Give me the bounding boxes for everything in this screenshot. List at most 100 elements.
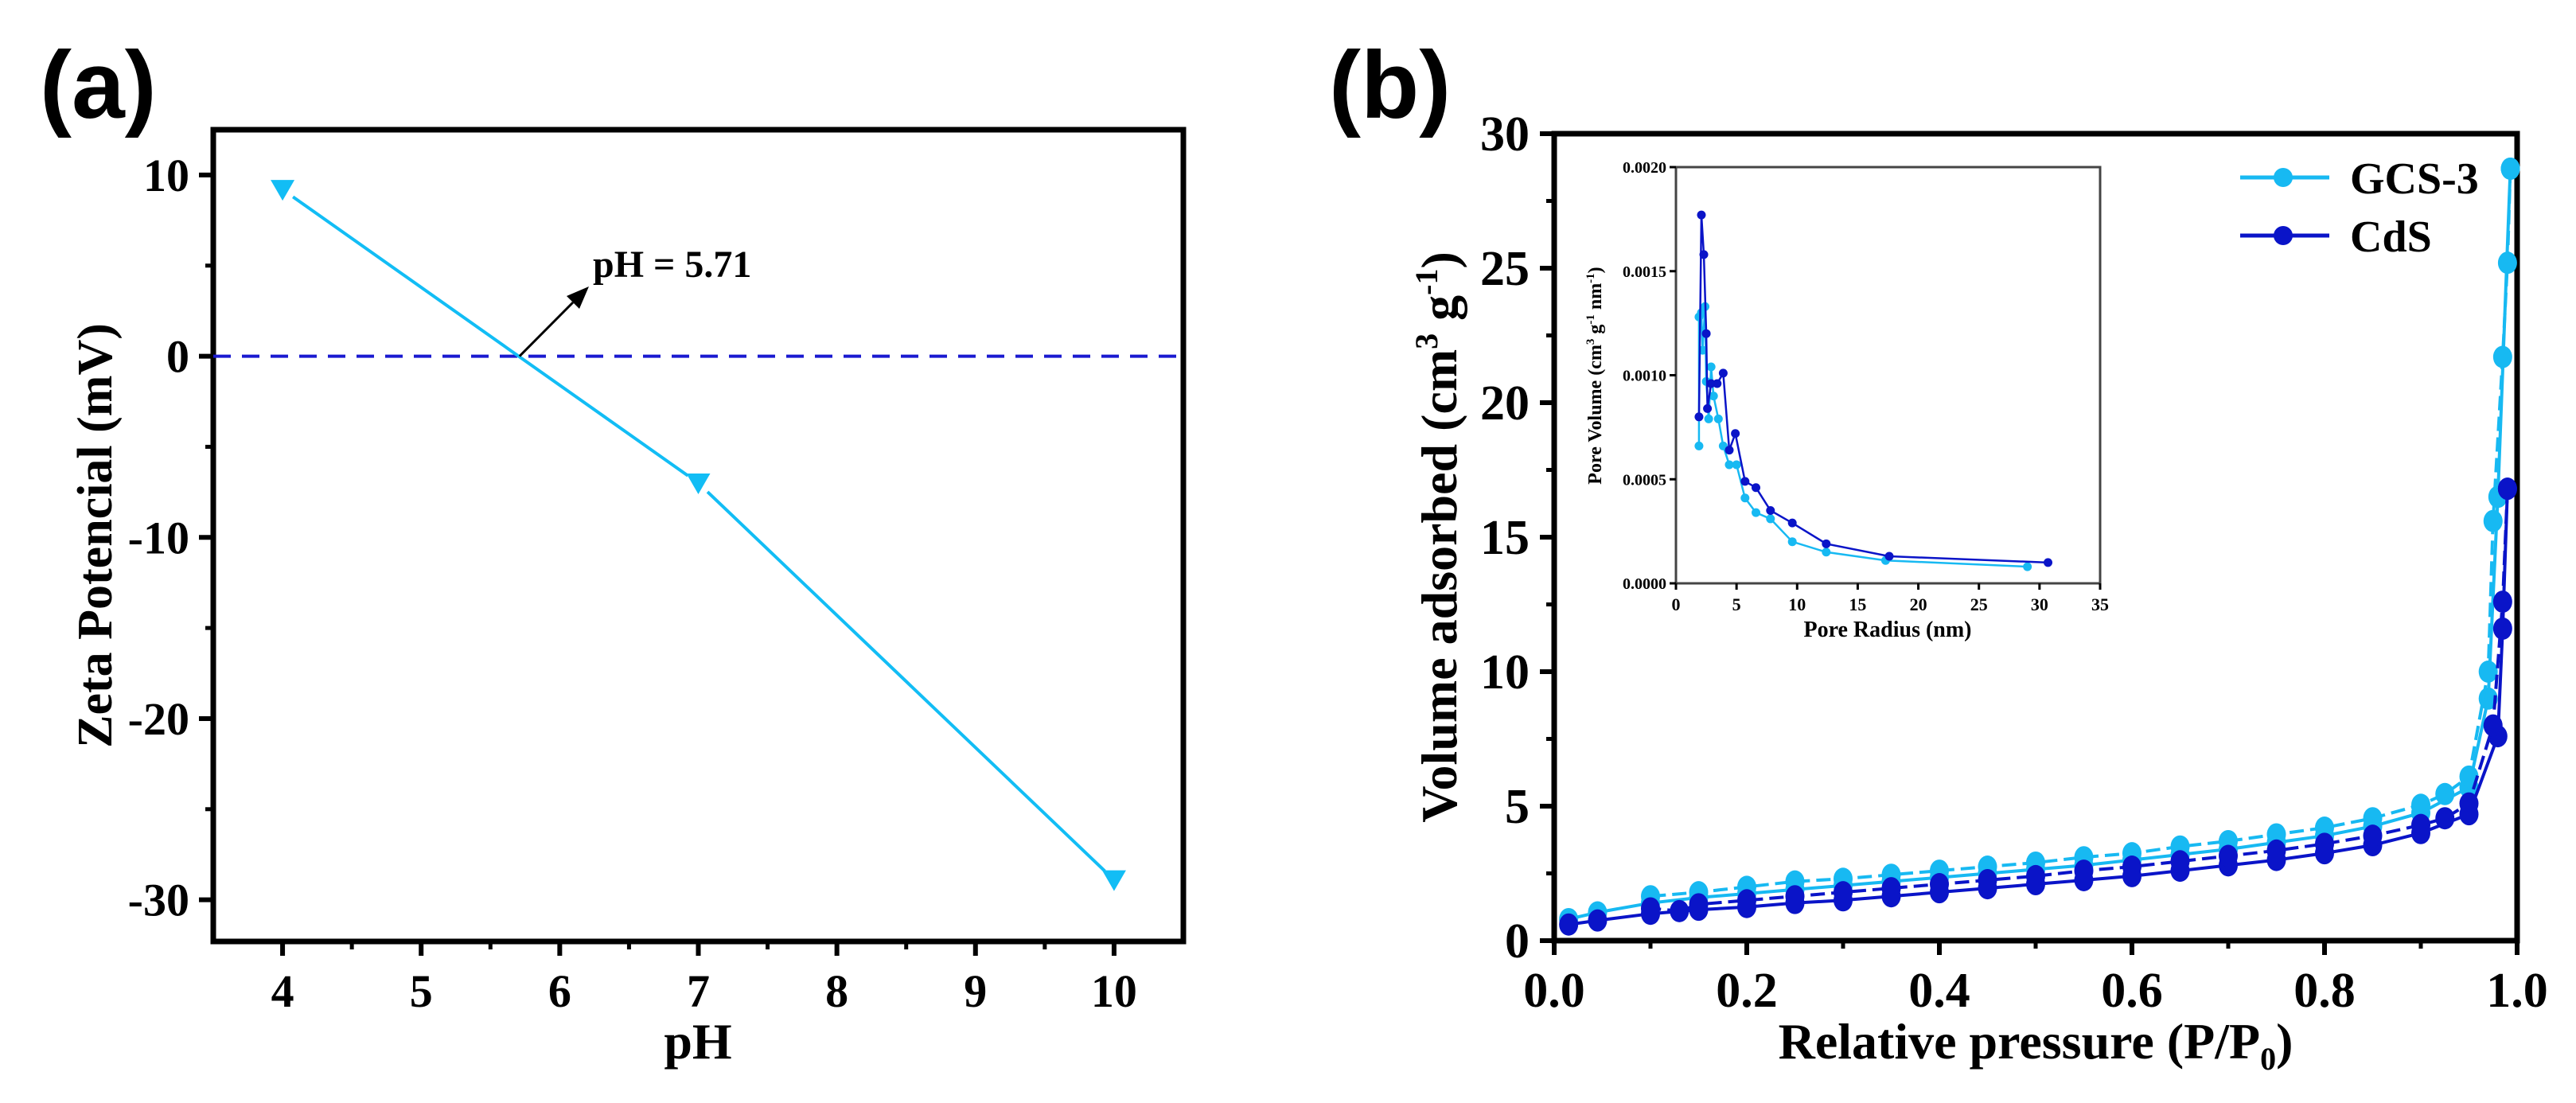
y-tick-label: -30 xyxy=(128,875,189,926)
inset-x-tick-label: 0 xyxy=(1672,594,1681,614)
series-line-segment xyxy=(706,490,1106,872)
isotherm-marker-cds xyxy=(2363,824,2383,848)
inset-x-tick-label: 25 xyxy=(1970,594,1988,614)
isotherm-marker-gcs-3 xyxy=(2500,157,2520,180)
panel-b-series xyxy=(1559,157,2520,936)
inset-marker-gcs-3 xyxy=(1787,537,1797,547)
isotherm-marker-gcs-3 xyxy=(2497,251,2517,275)
panel-b-label: (b) xyxy=(1329,32,1451,138)
inset-marker-cds xyxy=(1697,210,1706,220)
x-tick-label: 0.0 xyxy=(1523,964,1585,1018)
isotherm-marker-cds xyxy=(2497,477,2517,501)
x-tick-label: 0.6 xyxy=(2101,964,2163,1018)
inset-y-tick-label: 0.0020 xyxy=(1623,159,1666,177)
isotherm-marker-cds xyxy=(2266,839,2286,862)
y-tick-label: 10 xyxy=(1480,645,1530,700)
inset-x-tick-label: 20 xyxy=(1910,594,1927,614)
isotherm-marker-gcs-3 xyxy=(2459,765,2479,788)
inset-y-tick-label: 0.0005 xyxy=(1623,471,1666,489)
isotherm-marker-cds xyxy=(2315,832,2334,856)
isotherm-marker-cds xyxy=(2170,850,2190,873)
isotherm-marker-cds xyxy=(1930,873,1949,896)
inset-marker-gcs-3 xyxy=(1740,493,1750,503)
legend-marker-cds-icon xyxy=(2274,226,2293,245)
inset-frame xyxy=(1674,166,2102,585)
inset-marker-cds xyxy=(1822,539,1831,548)
inset-marker-gcs-3 xyxy=(1822,548,1831,557)
inset-series xyxy=(1694,210,2053,571)
legend: GCS-3 CdS xyxy=(2240,154,2479,262)
isotherm-marker-cds xyxy=(2074,859,2094,883)
inset-marker-cds xyxy=(1731,429,1740,438)
ylabel-superscript: 3 xyxy=(1409,333,1444,349)
inset-pore-distribution: 0 5 10 15 20 25 30 35 0.0000 0.0005 0.0010 0.0015 0.… xyxy=(1584,159,2109,642)
isotherm-marker-cds xyxy=(1670,899,1689,922)
inset-y-tick-label: 0.0000 xyxy=(1623,575,1666,593)
inset-x-tick-label: 15 xyxy=(1849,594,1866,614)
y-tick-label: 25 xyxy=(1480,242,1530,296)
y-tick-label: 0 xyxy=(166,331,189,383)
inset-marker-cds xyxy=(1713,379,1722,388)
down-triangle-marker-icon xyxy=(686,473,711,494)
inset-marker-cds xyxy=(1718,368,1728,378)
x-tick-label: 1.0 xyxy=(2486,964,2548,1018)
inset-ylabel-part: nm xyxy=(1585,283,1606,314)
inset-x-axis-title: Pore Radius (nm) xyxy=(1803,618,1971,642)
isotherm-line-gcs-3 xyxy=(1650,168,2512,898)
inset-marker-gcs-3 xyxy=(1732,460,1741,470)
inset-ylabel-part: Pore Volume (cm xyxy=(1585,345,1606,485)
isotherm-marker-cds xyxy=(1834,881,1853,904)
inset-marker-cds xyxy=(2044,558,2053,567)
ylabel-part: g xyxy=(1411,295,1467,333)
inset-marker-cds xyxy=(1884,552,1894,561)
inset-y-tick-label: 0.0015 xyxy=(1623,263,1666,281)
x-tick-label: 0.8 xyxy=(2293,964,2356,1018)
ylabel-part: Volume adsorbed (cm xyxy=(1411,349,1467,823)
inset-marker-cds xyxy=(1706,379,1716,388)
inset-x-tick-label: 30 xyxy=(2031,594,2048,614)
isotherm-marker-cds xyxy=(2122,856,2141,879)
y-tick-label: -20 xyxy=(128,693,189,745)
y-tick-label: 20 xyxy=(1480,376,1530,431)
y-tick-label: 30 xyxy=(1480,107,1530,162)
isotherm-marker-gcs-3 xyxy=(2266,823,2286,846)
x-tick-label: 7 xyxy=(687,965,710,1017)
x-tick-label: 9 xyxy=(964,965,987,1017)
isotherm-marker-cds xyxy=(1737,889,1756,912)
inset-marker-gcs-3 xyxy=(1713,414,1723,423)
isotherm-marker-cds xyxy=(2411,813,2430,836)
inset-marker-cds xyxy=(1724,446,1734,455)
inset-y-axis-title: Pore Volume (cm3 g-1 nm-1) xyxy=(1584,267,1606,484)
isotherm-marker-gcs-3 xyxy=(2478,661,2498,683)
isotherm-marker-cds xyxy=(2026,864,2045,887)
inset-y-tick-label: 0.0010 xyxy=(1623,368,1666,385)
down-triangle-marker-icon xyxy=(271,180,295,201)
inset-marker-cds xyxy=(1701,329,1711,338)
ylabel-part: ) xyxy=(1411,251,1467,268)
annotation-arrow xyxy=(518,301,575,357)
inset-ylabel-superscript: 3 xyxy=(1584,339,1597,345)
isotherm-marker-gcs-3 xyxy=(2363,807,2383,830)
inset-marker-gcs-3 xyxy=(2023,562,2032,571)
isotherm-marker-cds xyxy=(1689,893,1709,916)
inset-marker-gcs-3 xyxy=(1724,460,1734,470)
panel-a-label: (a) xyxy=(40,32,157,138)
inset-marker-gcs-3 xyxy=(1694,441,1704,450)
isotherm-marker-cds xyxy=(1881,877,1901,900)
series-line-segment xyxy=(291,195,689,477)
inset-marker-gcs-3 xyxy=(1752,508,1761,517)
inset-marker-gcs-3 xyxy=(1709,392,1718,401)
xlabel-part: ) xyxy=(2276,1013,2293,1070)
inset-marker-cds xyxy=(1694,412,1704,422)
inset-marker-cds xyxy=(1787,518,1797,528)
isotherm-marker-gcs-3 xyxy=(2315,817,2334,840)
panel-b-y-axis-title: Volume adsorbed (cm3 g-1) xyxy=(1409,251,1467,823)
x-tick-label: 8 xyxy=(825,965,848,1017)
inset-marker-gcs-3 xyxy=(1706,362,1716,372)
isotherm-marker-cds xyxy=(1978,868,1997,891)
isotherm-marker-cds xyxy=(1588,909,1608,932)
inset-ylabel-superscript: -1 xyxy=(1584,273,1597,283)
